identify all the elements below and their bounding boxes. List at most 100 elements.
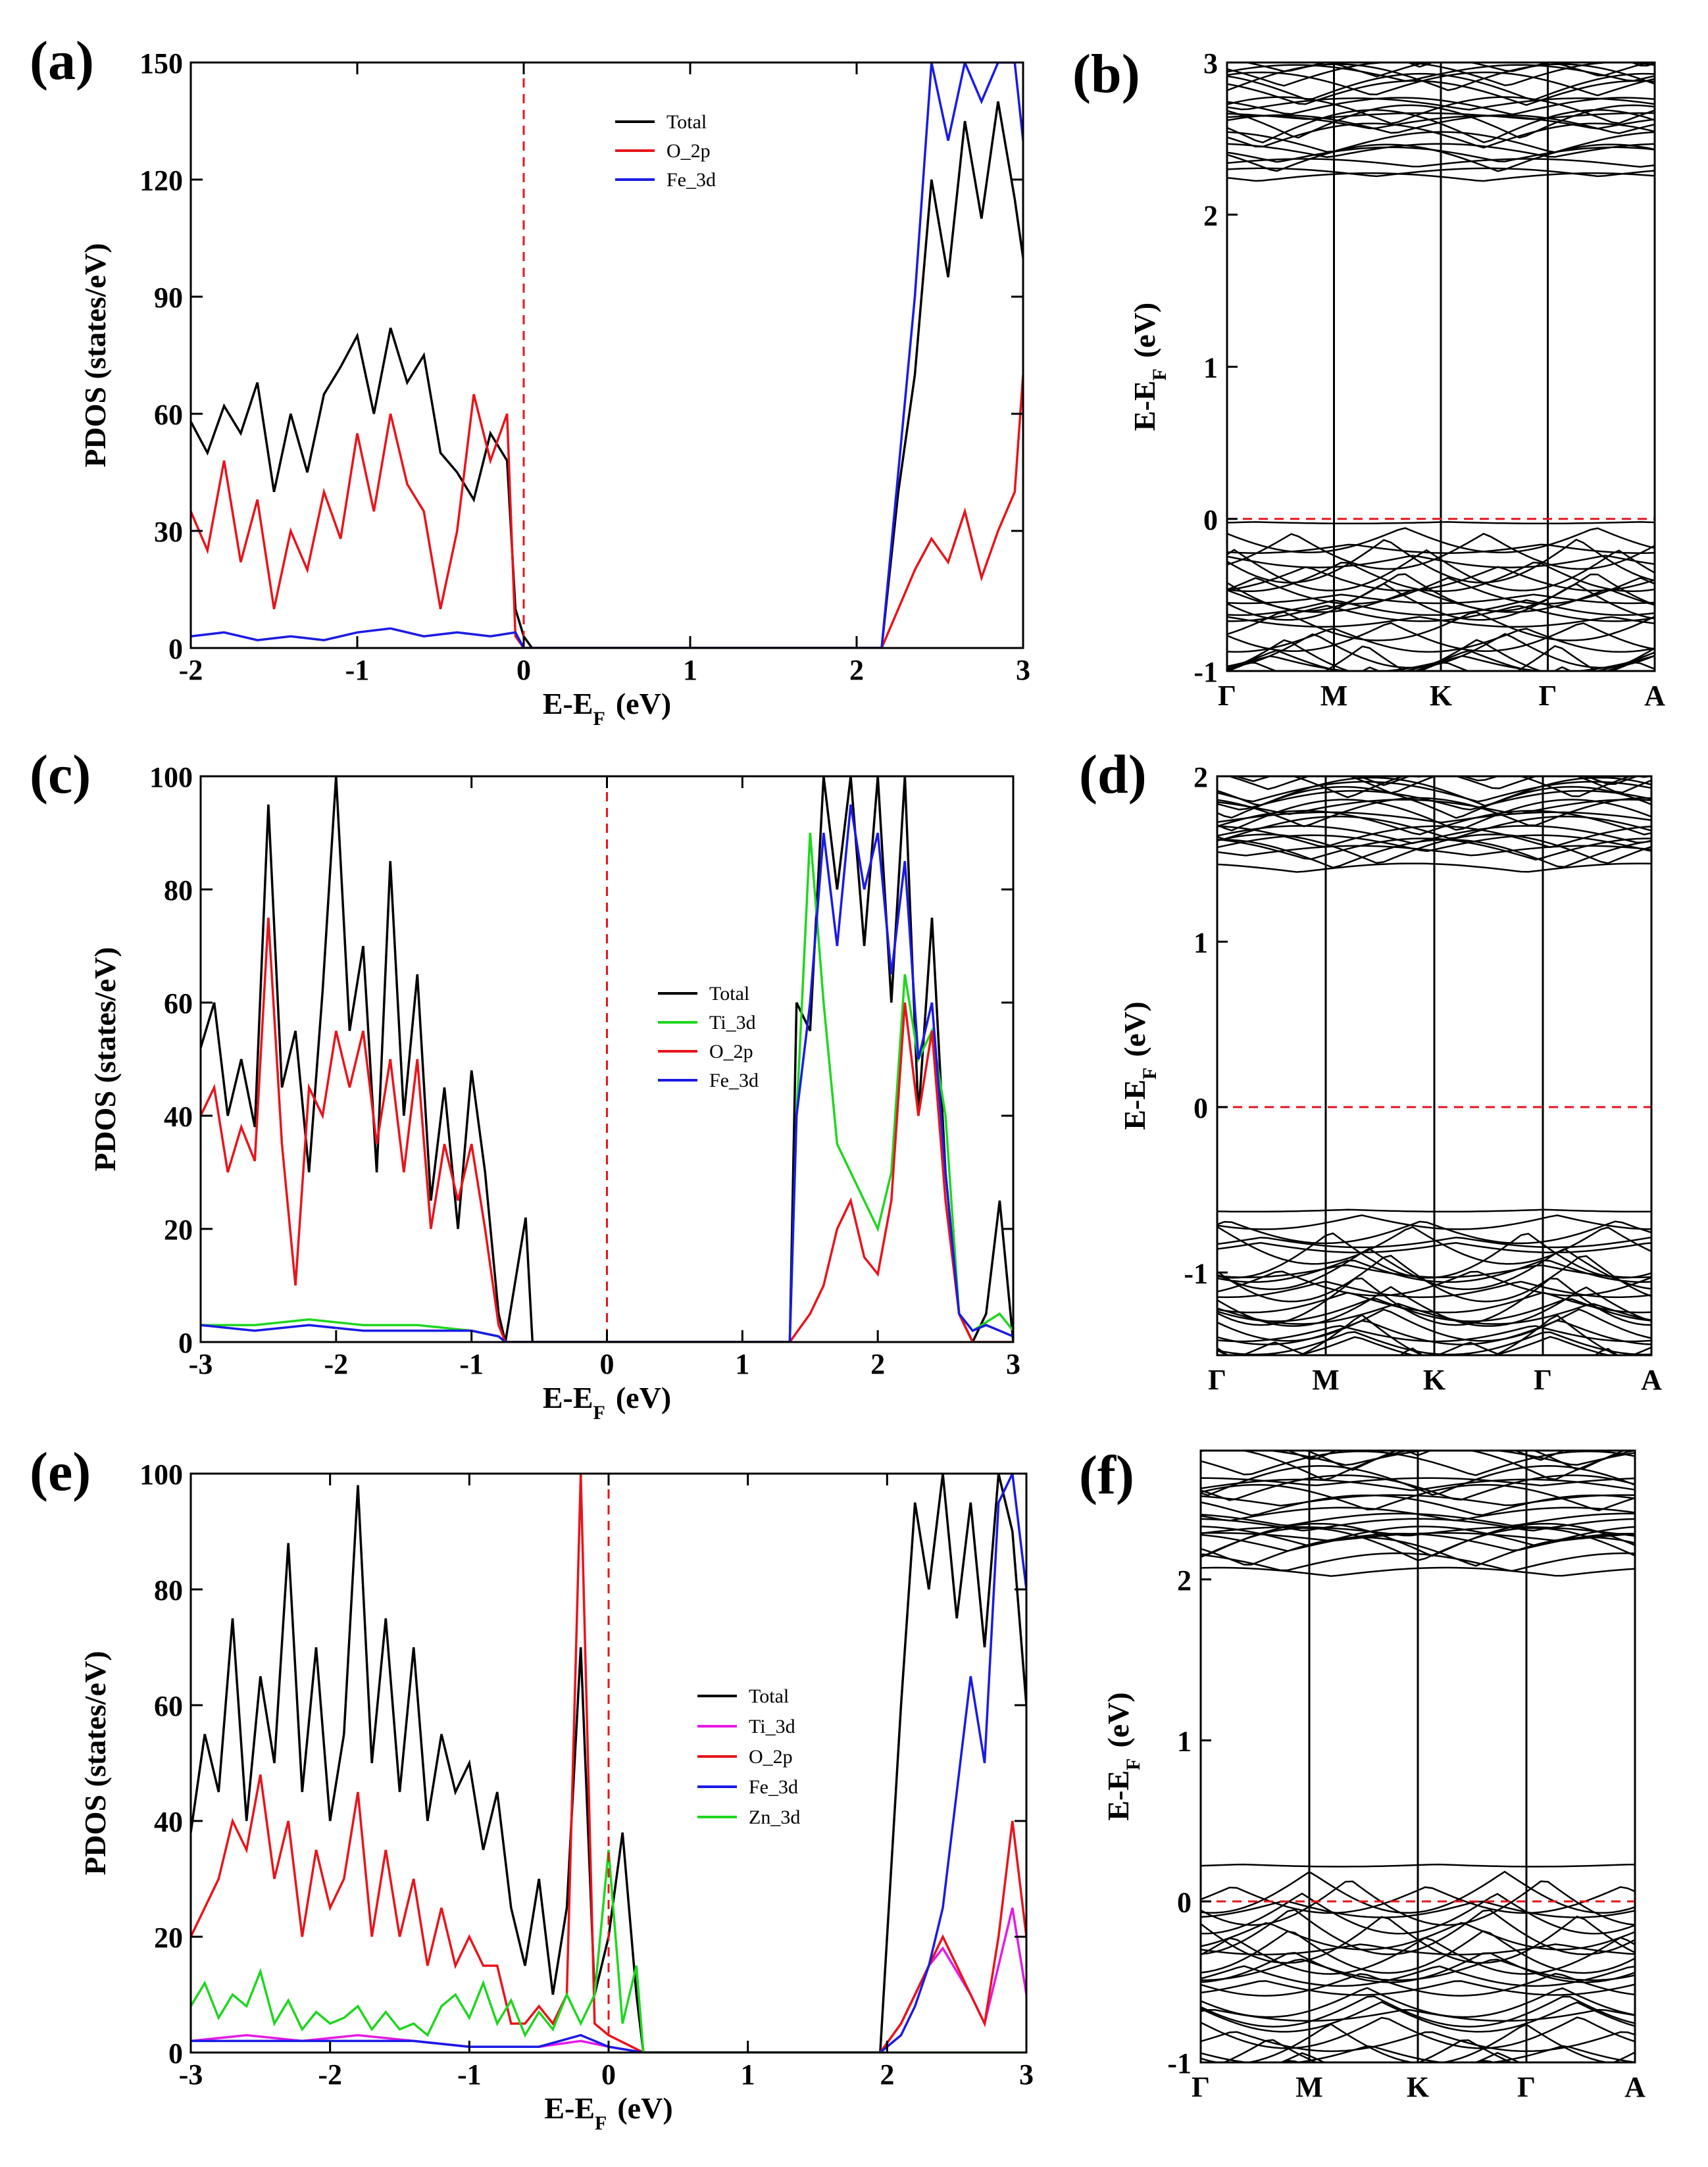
y-tick-label: 120 [139,164,183,197]
x-tick-label: -2 [318,2058,342,2091]
conduction-band [1227,11,1655,24]
y-tick-label: 90 [154,282,183,314]
conduction-band [1201,1385,1635,1420]
y-tick-label: 0 [178,1327,193,1359]
k-point-label: M [1312,1364,1340,1396]
conduction-band [1217,758,1651,773]
conduction-band [1227,8,1655,39]
conduction-band [1240,1451,1635,1481]
y-tick-label: 20 [154,1922,183,1954]
plot-frame [1199,1449,1636,2064]
x-tick-label: -1 [345,654,370,686]
conduction-band [1382,62,1386,63]
legend-label-O_2p: O_2p [709,1041,753,1062]
panel-label-d: (d) [1079,744,1147,805]
conduction-band [1227,3,1655,20]
legend-label-Total: Total [666,111,707,133]
k-point-label: K [1407,2071,1429,2103]
series-line-Fe_3d [201,804,1013,1342]
x-tick-label: 1 [735,1348,749,1380]
valence-band [1217,1335,1613,1355]
conduction-band [1217,749,1651,764]
k-point-label: Γ [1192,2071,1210,2103]
x-axis-label: E-EF (eV) [544,2091,672,2134]
conduction-band [1291,776,1634,799]
conduction-band [1227,0,1655,5]
k-point-label: A [1644,680,1665,712]
x-tick-label: 0 [600,1348,615,1380]
y-tick-label: -1 [1167,2047,1192,2080]
conduction-band [1227,0,1655,9]
conduction-band [1326,62,1652,78]
conduction-band [1217,737,1651,748]
y-tick-label: 2 [1203,199,1218,232]
y-tick-label: 100 [139,1458,183,1491]
y-axis-label: PDOS (states/eV) [78,243,112,467]
x-tick-label: 3 [1016,654,1030,686]
conduction-band [1217,724,1651,760]
conduction-band [1226,776,1539,790]
k-point-label: A [1624,2071,1645,2103]
y-tick-label: 0 [1177,1886,1192,1918]
conduction-band [1217,715,1651,724]
x-tick-label: 3 [1019,2058,1034,2091]
legend-label-Ti_3d: Ti_3d [749,1716,795,1737]
y-tick-label: 60 [164,987,193,1020]
y-tick-label: 60 [154,1690,183,1722]
k-point-label: Γ [1517,2071,1536,2103]
k-point-label: Γ [1539,680,1557,712]
valence-band [1201,2105,1635,2149]
y-axis-label: E-EF(eV) [1101,1692,1144,1820]
y-tick-label: 2 [1177,1564,1192,1597]
panel-f: (f) -1 0 1 2 Γ M K Γ A E-EF(eV) [1079,1375,1645,2149]
series-line-O_2p [201,917,1013,1342]
y-axis-label: PDOS (states/eV) [88,947,122,1171]
series-line-Total [191,1474,1026,2053]
conduction-band [1201,1375,1635,1395]
k-point-label: Γ [1218,680,1236,712]
legend-label-O_2p: O_2p [749,1746,793,1768]
x-tick-label: 3 [1006,1348,1020,1380]
legend-label-Fe_3d: Fe_3d [709,1070,759,1091]
conduction-band [1217,736,1651,744]
legend-label-Fe_3d: Fe_3d [666,169,716,191]
valence-band [1240,1341,1651,1355]
conduction-band [1201,1411,1635,1440]
conduction-band [1227,40,1655,57]
conduction-band [1201,1397,1635,1430]
x-tick-label: 1 [741,2058,755,2091]
k-point-label: K [1430,680,1452,712]
series-line-Fe_3d [191,1474,1026,2053]
y-tick-label: 1 [1177,1726,1192,1758]
legend-label-O_2p: O_2p [666,140,711,162]
x-tick-label: 2 [849,654,864,686]
x-axis-label: E-EF (eV) [543,687,671,730]
panel-b: (b) -1 0 1 2 3 Γ M K Γ A E-EF(eV) [1072,0,1665,712]
x-tick-label: -3 [189,1348,213,1380]
x-tick-label: 1 [683,654,697,686]
conduction-band [1217,727,1651,756]
x-tick-label: -3 [179,2058,203,2091]
valence-band [1222,2039,1635,2062]
valence-band [1217,1314,1620,1355]
x-tick-label: 2 [880,2058,894,2091]
y-tick-label: 2 [1193,761,1208,793]
legend-label-Fe_3d: Fe_3d [749,1776,798,1798]
y-tick-label: 0 [1203,504,1218,536]
x-tick-label: -1 [457,2058,482,2091]
conduction-band [1227,8,1655,14]
k-point-label: Γ [1208,1364,1226,1396]
plot-frame [189,61,1024,649]
conduction-band [1217,762,1651,769]
k-point-label: M [1295,2071,1323,2103]
panel-label-b: (b) [1072,43,1140,105]
conduction-band [1227,11,1655,43]
conduction-band [1227,41,1655,53]
conduction-band [1243,62,1553,72]
y-tick-label: 0 [168,633,183,665]
conduction-band [1217,733,1651,752]
k-point-label: A [1641,1364,1662,1396]
y-tick-label: 150 [139,47,183,80]
